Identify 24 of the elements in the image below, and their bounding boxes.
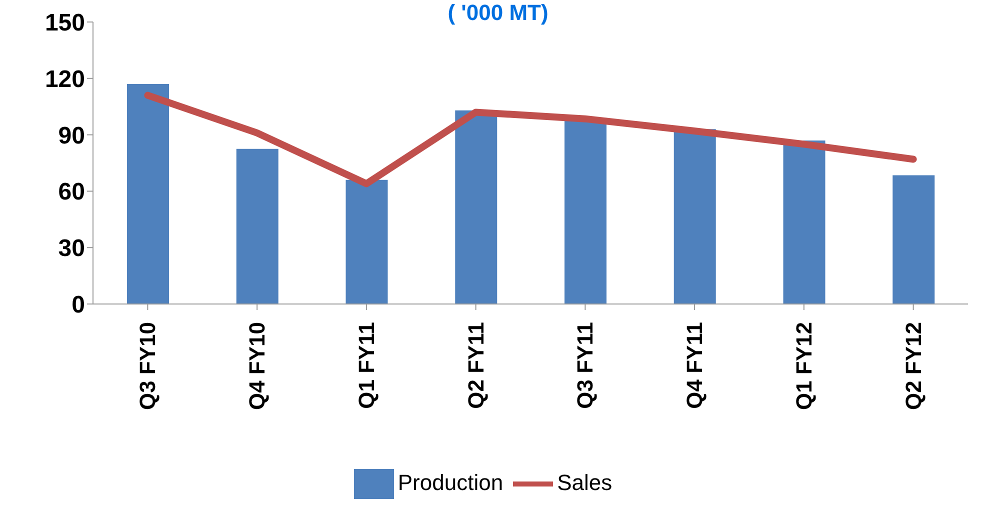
x-tick-label: Q4 FY11: [682, 322, 708, 409]
legend-label: Sales: [557, 470, 612, 495]
bar: [783, 140, 826, 304]
bar: [236, 148, 278, 304]
x-tick-label: Q1 FY12: [791, 322, 816, 410]
y-tick-label: 150: [44, 10, 85, 37]
y-tick-label: 0: [72, 292, 85, 319]
bar: [892, 175, 935, 304]
x-tick-label: Q1 FY11: [354, 322, 379, 409]
x-tick-label: Q2 FY11: [463, 322, 488, 409]
bar: [346, 180, 388, 304]
y-tick-label: 90: [58, 122, 85, 150]
y-tick-label: 60: [58, 178, 85, 206]
y-tick-label: 120: [44, 66, 85, 93]
x-tick-label: Q2 FY12: [900, 322, 926, 410]
bar: [674, 129, 716, 304]
y-tick-label: 30: [58, 235, 85, 262]
chart-title: ( '000 MT): [448, 0, 548, 25]
x-tick-label: Q3 FY11: [572, 322, 598, 409]
bar: [127, 84, 169, 304]
x-tick-label: Q3 FY10: [135, 322, 160, 410]
x-tick-label: Q4 FY10: [244, 322, 270, 410]
legend-label: Production: [398, 470, 504, 495]
bar: [455, 110, 498, 304]
